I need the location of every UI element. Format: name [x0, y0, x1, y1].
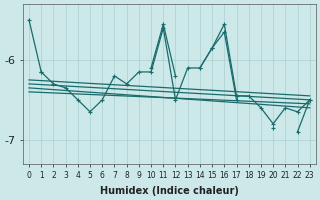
X-axis label: Humidex (Indice chaleur): Humidex (Indice chaleur) — [100, 186, 239, 196]
